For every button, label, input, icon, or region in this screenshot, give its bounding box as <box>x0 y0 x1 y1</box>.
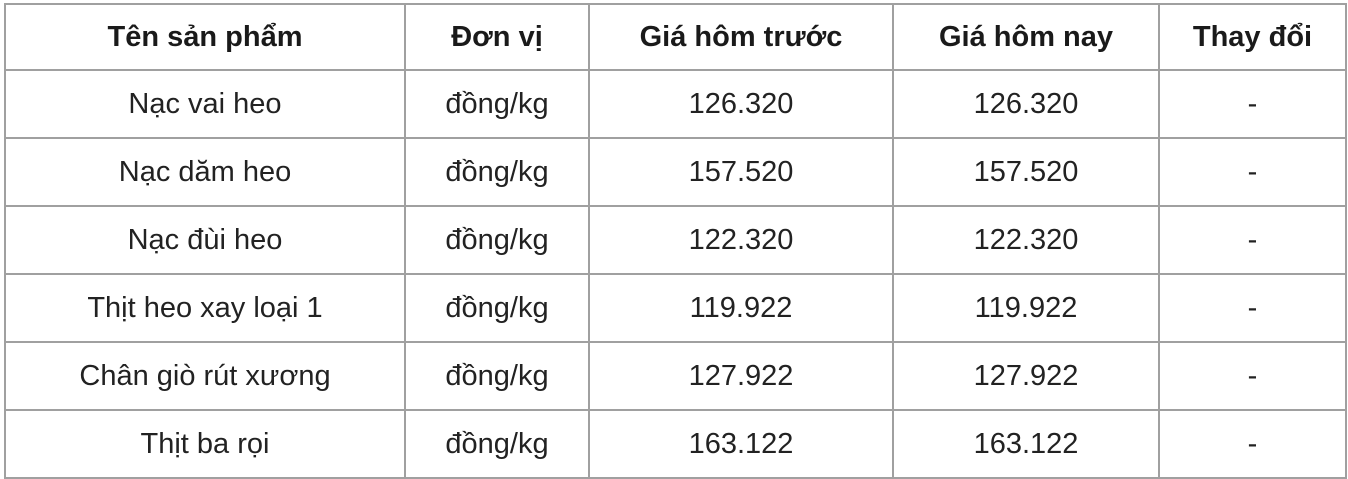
cell-product-name: Nạc vai heo <box>4 69 406 139</box>
cell-today-price: 163.122 <box>892 409 1160 479</box>
cell-previous-price: 127.922 <box>588 341 894 411</box>
cell-product-name: Nạc dăm heo <box>4 137 406 207</box>
price-table: Tên sản phẩm Đơn vị Giá hôm trước Giá hô… <box>4 3 1347 479</box>
cell-change: - <box>1158 341 1347 411</box>
header-unit: Đơn vị <box>404 3 590 71</box>
cell-previous-price: 163.122 <box>588 409 894 479</box>
cell-unit: đồng/kg <box>404 273 590 343</box>
cell-change: - <box>1158 205 1347 275</box>
header-change: Thay đổi <box>1158 3 1347 71</box>
table-row: Thịt heo xay loại 1 đồng/kg 119.922 119.922… <box>4 273 1347 343</box>
cell-unit: đồng/kg <box>404 69 590 139</box>
cell-unit: đồng/kg <box>404 137 590 207</box>
header-product-name: Tên sản phẩm <box>4 3 406 71</box>
cell-product-name: Thịt heo xay loại 1 <box>4 273 406 343</box>
cell-unit: đồng/kg <box>404 205 590 275</box>
table-row: Nạc dăm heo đồng/kg 157.520 157.520- <box>4 137 1347 207</box>
cell-previous-price: 119.922 <box>588 273 894 343</box>
cell-previous-price: 157.520 <box>588 137 894 207</box>
cell-today-price: 126.320 <box>892 69 1160 139</box>
cell-today-price: 119.922 <box>892 273 1160 343</box>
cell-previous-price: 122.320 <box>588 205 894 275</box>
table-row: Chân giò rút xương đồng/kg 127.922 127.922- <box>4 341 1347 411</box>
cell-change: - <box>1158 273 1347 343</box>
cell-today-price: 127.922 <box>892 341 1160 411</box>
cell-change: - <box>1158 69 1347 139</box>
table-row: Nạc đùi heo đồng/kg 122.320 122.320- <box>4 205 1347 275</box>
table-row: Nạc vai heo đồng/kg 126.320 126.320- <box>4 69 1347 139</box>
cell-product-name: Nạc đùi heo <box>4 205 406 275</box>
cell-change: - <box>1158 409 1347 479</box>
cell-change: - <box>1158 137 1347 207</box>
cell-previous-price: 126.320 <box>588 69 894 139</box>
header-previous-price: Giá hôm trước <box>588 3 894 71</box>
cell-today-price: 122.320 <box>892 205 1160 275</box>
cell-unit: đồng/kg <box>404 409 590 479</box>
cell-unit: đồng/kg <box>404 341 590 411</box>
table-header-row: Tên sản phẩm Đơn vị Giá hôm trước Giá hô… <box>4 3 1347 71</box>
cell-product-name: Chân giò rút xương <box>4 341 406 411</box>
cell-today-price: 157.520 <box>892 137 1160 207</box>
cell-product-name: Thịt ba rọi <box>4 409 406 479</box>
header-today-price: Giá hôm nay <box>892 3 1160 71</box>
table-row: Thịt ba rọi đồng/kg 163.122 163.122- <box>4 409 1347 479</box>
